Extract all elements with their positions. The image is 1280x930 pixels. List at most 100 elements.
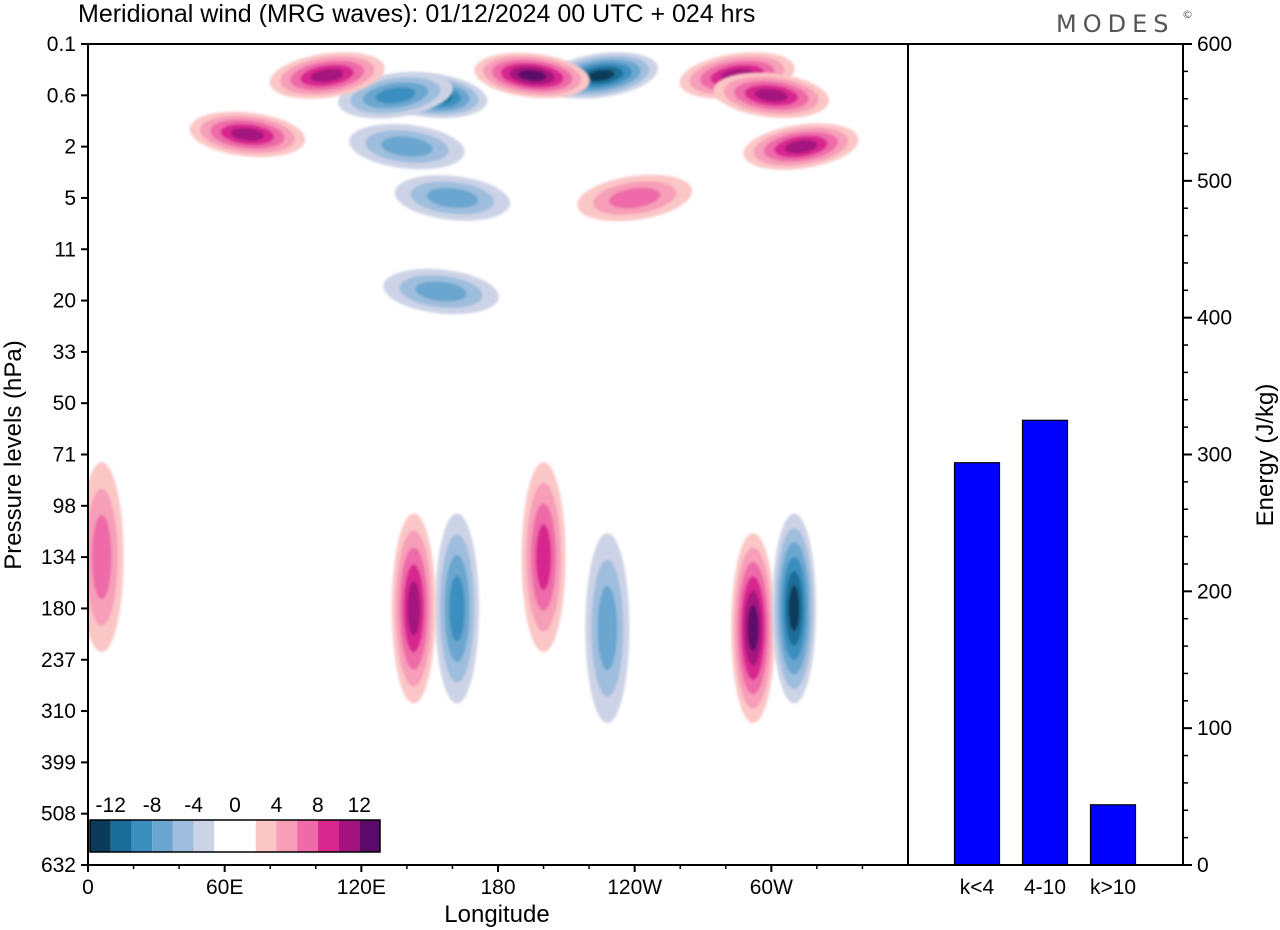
contour-level <box>91 514 112 600</box>
energy-tick-label: 200 <box>1197 580 1232 603</box>
x-tick-label: 60E <box>206 876 243 899</box>
energy-bar-chart <box>953 419 1137 866</box>
colorbar-label: 12 <box>348 794 371 817</box>
bar-category-label: k<4 <box>960 876 995 899</box>
wind-anomaly <box>474 52 590 99</box>
contour-level <box>597 585 618 671</box>
y-tick-label: 237 <box>41 649 76 672</box>
contour-level <box>230 127 264 141</box>
contour-level <box>381 136 433 157</box>
y-tick-label: 632 <box>41 854 76 877</box>
contour-level <box>784 139 818 154</box>
colorbar-label: 0 <box>229 794 241 817</box>
colorbar-label: -4 <box>184 794 203 817</box>
wind-anomaly <box>731 533 776 724</box>
y-tick-label: 71 <box>53 444 76 467</box>
y-tick-label: 20 <box>53 290 76 313</box>
y-tick-label: 0.6 <box>47 84 76 107</box>
contour-level <box>586 69 615 82</box>
colorbar-swatch <box>131 820 153 852</box>
energy-tick-label: 400 <box>1197 307 1232 330</box>
wind-anomaly <box>772 513 817 704</box>
energy-bar <box>1021 419 1069 866</box>
bar-category-label: 4-10 <box>1024 876 1066 899</box>
energy-x-axis: k<4 4-10 k>10 <box>960 876 1136 899</box>
colorbar-swatch <box>152 820 173 852</box>
modes-logo: MODES <box>1056 10 1174 38</box>
contour-level <box>518 69 547 81</box>
energy-axis-label: Energy (J/kg) <box>1252 384 1279 527</box>
wind-anomaly <box>189 111 306 158</box>
y-tick-label: 5 <box>64 187 76 210</box>
energy-tick-label: 500 <box>1197 170 1232 193</box>
colorbar-swatch <box>317 820 339 852</box>
colorbar-label: -12 <box>96 794 126 817</box>
wind-anomaly <box>391 513 436 704</box>
wind-anomaly <box>394 175 511 221</box>
colorbar-swatch <box>193 820 215 852</box>
y-tick-label: 50 <box>53 392 76 415</box>
y-tick-label: 399 <box>41 751 76 774</box>
contour-level <box>754 88 788 102</box>
contour-level <box>788 585 800 632</box>
wind-anomaly <box>521 462 566 653</box>
colorbar-label: 8 <box>312 794 324 817</box>
x-tick-label: 60W <box>750 876 793 899</box>
colorbar-swatch <box>276 820 298 852</box>
energy-bar <box>1089 804 1137 866</box>
y-tick-label: 2 <box>64 136 76 159</box>
energy-tick-label: 0 <box>1197 854 1209 877</box>
contour-level <box>449 575 465 642</box>
colorbar-swatch <box>90 820 111 852</box>
y-tick-label: 11 <box>54 238 76 261</box>
wind-anomaly <box>269 52 385 99</box>
energy-tick-label: 100 <box>1197 717 1232 740</box>
colorbar-swatch <box>359 820 380 852</box>
wind-anomaly <box>88 462 124 653</box>
y-tick-label: 180 <box>41 597 76 620</box>
contour-level <box>426 187 479 209</box>
heatmap-x-axis: 0 60E 120E 180 120W 60W <box>82 865 864 899</box>
y-tick-label: 508 <box>41 803 76 826</box>
x-tick-label: 120E <box>337 876 386 899</box>
chart-title: Meridional wind (MRG waves): 01/12/2024 … <box>78 0 755 28</box>
wind-anomaly <box>435 513 479 704</box>
heatmap-y-axis: 0.1 0.6 2 5 11 20 33 50 71 98 134 180 237 310 399 508 63… <box>41 33 88 877</box>
colorbar-swatch <box>338 820 360 852</box>
contour-level <box>415 281 467 302</box>
wind-anomaly <box>585 533 630 724</box>
bar-category-label: k>10 <box>1090 876 1136 899</box>
energy-tick-label: 300 <box>1197 444 1232 467</box>
y-tick-label: 134 <box>41 546 76 569</box>
y-tick-label: 310 <box>41 700 76 723</box>
colorbar <box>89 819 381 853</box>
colorbar-swatch <box>255 820 277 852</box>
wind-anomaly <box>383 268 499 315</box>
colorbar-border <box>89 819 381 853</box>
contour-level <box>375 87 416 104</box>
colorbar-labels: -12 -8 -4 0 4 8 12 <box>96 794 371 817</box>
y-tick-label: 33 <box>53 341 76 364</box>
x-tick-label: 180 <box>480 876 515 899</box>
contour-level <box>747 605 759 652</box>
x-tick-label: 120W <box>607 876 662 899</box>
heatmap-field <box>88 52 859 724</box>
contour-level <box>535 524 552 591</box>
colorbar-swatch <box>110 820 132 852</box>
y-tick-label: 98 <box>53 495 76 518</box>
x-tick-label: 0 <box>82 876 94 899</box>
contour-level <box>609 187 661 209</box>
colorbar-label: -8 <box>143 794 162 817</box>
colorbar-swatch <box>172 820 194 852</box>
colorbar-swatch <box>235 820 256 852</box>
y-tick-label: 0.1 <box>47 33 76 56</box>
contour-level <box>310 68 344 83</box>
logo-mark: © <box>1182 8 1193 21</box>
plot-frame <box>87 43 1184 866</box>
wind-anomaly <box>349 123 465 170</box>
colorbar-swatch <box>297 820 318 852</box>
wind-anomaly <box>743 123 859 170</box>
energy-bar <box>953 462 1001 866</box>
y-axis-label: Pressure levels (hPa) <box>0 340 27 569</box>
